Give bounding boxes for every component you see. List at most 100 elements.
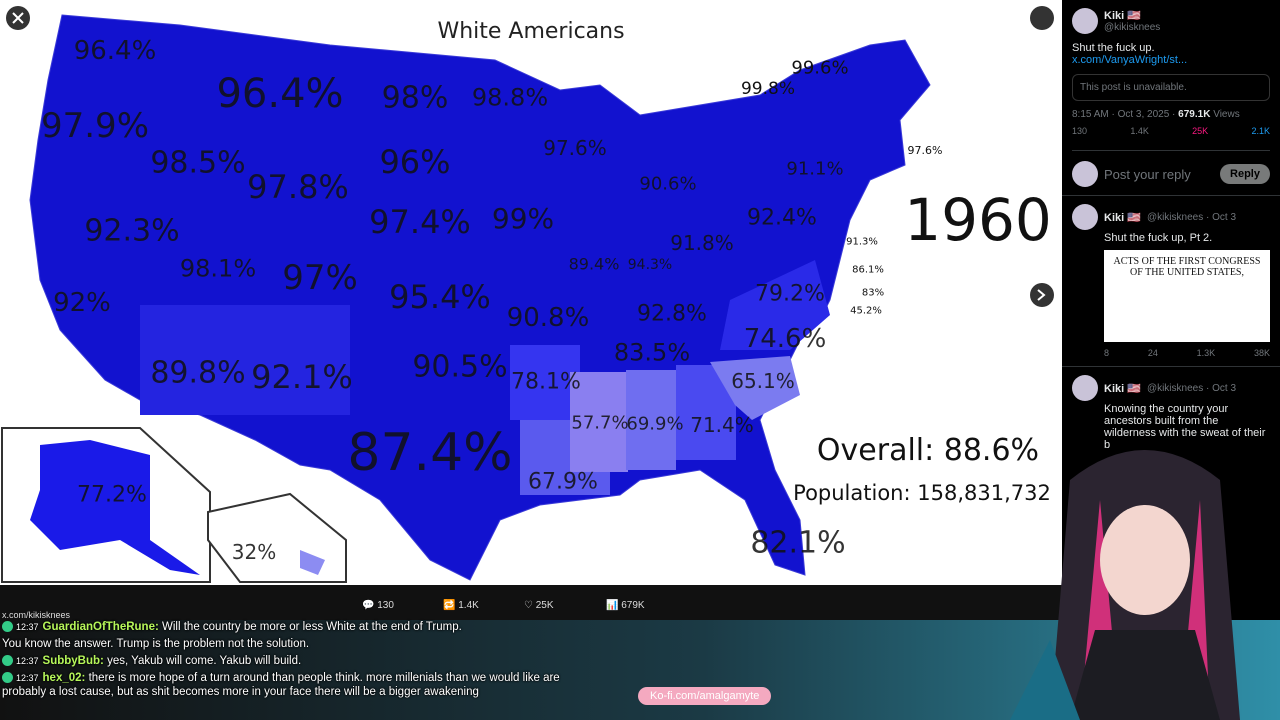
chat-time: 12:37 bbox=[16, 622, 39, 632]
reposts-count[interactable]: 🔁 1.4K bbox=[443, 600, 479, 611]
chat-message: You know the answer. Trump is the proble… bbox=[2, 637, 562, 651]
count: 25K bbox=[535, 600, 554, 611]
chat-text: You know the answer. Trump is the proble… bbox=[2, 638, 310, 650]
state-label: 92% bbox=[53, 288, 111, 318]
callout-label: 45.2% bbox=[850, 306, 882, 317]
map-title: White Americans bbox=[437, 19, 624, 44]
kofi-banner[interactable]: Ko-fi.com/amalgamyte bbox=[638, 687, 772, 705]
state-label: 97.8% bbox=[247, 168, 349, 206]
handle: @kikisknees bbox=[1104, 22, 1161, 33]
map-image: White Americans 1960 Overall: 88.6% Popu… bbox=[0, 0, 1062, 585]
reply-stats: 8 24 1.3K 38K bbox=[1104, 348, 1270, 358]
state-label: 71.4% bbox=[690, 413, 754, 437]
callout-label: 99.8% bbox=[741, 79, 795, 99]
link[interactable]: x.com/VanyaWright/st... bbox=[1072, 54, 1188, 66]
chat-user: GuardianOfTheRune: bbox=[42, 621, 159, 633]
state-region bbox=[570, 372, 628, 472]
next-button[interactable] bbox=[1030, 283, 1054, 307]
vtuber-avatar bbox=[1010, 450, 1240, 720]
next-icon bbox=[1037, 289, 1046, 301]
hawaii-box bbox=[207, 492, 347, 583]
state-label: 98.8% bbox=[472, 83, 548, 111]
map-year: 1960 bbox=[904, 186, 1052, 254]
state-label: 89.4% bbox=[569, 255, 620, 274]
avatar bbox=[1072, 375, 1098, 401]
replies[interactable]: 130 bbox=[1072, 126, 1088, 136]
callout-label: 86.1% bbox=[852, 265, 884, 276]
mod-badge bbox=[2, 672, 13, 684]
state-label: 87.4% bbox=[347, 423, 512, 483]
state-label: 65.1% bbox=[731, 369, 795, 393]
alaska bbox=[30, 440, 200, 575]
state-label: 74.6% bbox=[744, 324, 827, 354]
state-label: 82.1% bbox=[750, 526, 845, 561]
wing bbox=[1010, 640, 1080, 720]
views-label: Views bbox=[1213, 109, 1240, 120]
views-count[interactable]: 📊 679K bbox=[606, 600, 645, 611]
likes-count[interactable]: ♡ 25K bbox=[524, 600, 554, 611]
chat-message: 12:37 GuardianOfTheRune: Will the country… bbox=[2, 620, 562, 634]
mod-badge bbox=[2, 621, 13, 633]
replies-count[interactable]: 💬 130 bbox=[362, 600, 394, 611]
author: Kiki 🇺🇸 bbox=[1104, 10, 1141, 22]
body bbox=[1070, 630, 1220, 720]
author: Kiki 🇺🇸 bbox=[1104, 382, 1141, 395]
reply-button[interactable]: Reply bbox=[1220, 164, 1270, 184]
callout-label: 91.3% bbox=[846, 237, 878, 248]
state-region bbox=[626, 370, 676, 470]
state-label: 90.5% bbox=[412, 350, 507, 385]
state-label: 97.6% bbox=[543, 136, 607, 160]
source-label: x.com/kikisknees bbox=[2, 610, 71, 620]
state-label: 96.4% bbox=[74, 36, 157, 66]
text: Shut the fuck up. bbox=[1072, 42, 1155, 54]
state-label: 69.9% bbox=[626, 413, 683, 434]
state-label: 98% bbox=[382, 81, 449, 116]
main-tweet: Kiki 🇺🇸 @kikisknees Shut the fuck up. x.… bbox=[1062, 0, 1280, 195]
expand-button[interactable] bbox=[1030, 6, 1054, 30]
avatar bbox=[1072, 204, 1098, 230]
document-image: ACTS OF THE FIRST CONGRESS OF THE UNITED… bbox=[1104, 250, 1270, 342]
state-label: 97% bbox=[282, 258, 358, 298]
stat: 8 bbox=[1104, 348, 1110, 358]
chat-user: hex_02: bbox=[42, 672, 86, 684]
callout-label: 83% bbox=[862, 288, 884, 299]
callout-label: 99.6% bbox=[791, 57, 848, 78]
state-label: 78.1% bbox=[511, 370, 581, 395]
chat-text: yes, Yakub will come. Yakub will build. bbox=[107, 655, 302, 667]
state-label: 92.3% bbox=[84, 214, 179, 249]
stat: 1.3K bbox=[1196, 348, 1216, 358]
reply-text: Knowing the country your ancestors built… bbox=[1104, 403, 1266, 451]
mod-badge bbox=[2, 655, 13, 667]
state-region bbox=[510, 345, 580, 420]
chat-message: 12:37 SubbyBub: yes, Yakub will come. Yak… bbox=[2, 654, 562, 668]
author: Kiki 🇺🇸 bbox=[1104, 211, 1141, 224]
likes[interactable]: 25K bbox=[1192, 126, 1209, 136]
stat: 24 bbox=[1147, 348, 1158, 358]
meta: @kikisknees · Oct 3 bbox=[1146, 382, 1236, 394]
close-icon bbox=[12, 12, 24, 24]
time: 8:15 AM · Oct 3, 2025 · bbox=[1072, 109, 1176, 120]
quoted-unavailable: This post is unavailable. bbox=[1072, 74, 1270, 101]
viewer-action-bar: x.com/kikisknees 💬 130 🔁 1.4K ♡ 25K 📊 67… bbox=[0, 585, 1062, 620]
reposts[interactable]: 1.4K bbox=[1130, 126, 1149, 136]
reply-input[interactable]: Post your reply bbox=[1104, 166, 1191, 182]
callout-label: 97.6% bbox=[908, 144, 943, 157]
hawaii bbox=[300, 550, 325, 575]
views: 679.1K bbox=[1178, 109, 1211, 120]
state-label: 32% bbox=[232, 540, 276, 564]
reply-header: Kiki 🇺🇸 @kikisknees · Oct 3 bbox=[1072, 375, 1270, 401]
tweet-text: Shut the fuck up. x.com/VanyaWright/st..… bbox=[1072, 42, 1270, 66]
chat-text: there is more hope of a turn around than… bbox=[2, 672, 560, 698]
map-population: Population: 158,831,732 bbox=[793, 481, 1051, 505]
reply-text: Shut the fuck up, Pt 2. bbox=[1104, 232, 1213, 244]
reply-header: Kiki 🇺🇸 @kikisknees · Oct 3 bbox=[1072, 204, 1270, 230]
state-label: 94.3% bbox=[628, 257, 672, 273]
chat-time: 12:37 bbox=[16, 656, 39, 666]
state-label: 92.8% bbox=[637, 302, 707, 327]
state-label: 77.2% bbox=[77, 483, 147, 508]
state-label: 57.7% bbox=[571, 412, 628, 433]
state-label: 67.9% bbox=[528, 470, 598, 495]
state-label: 98.1% bbox=[180, 254, 256, 282]
bookmarks[interactable]: 2.1K bbox=[1251, 126, 1270, 136]
